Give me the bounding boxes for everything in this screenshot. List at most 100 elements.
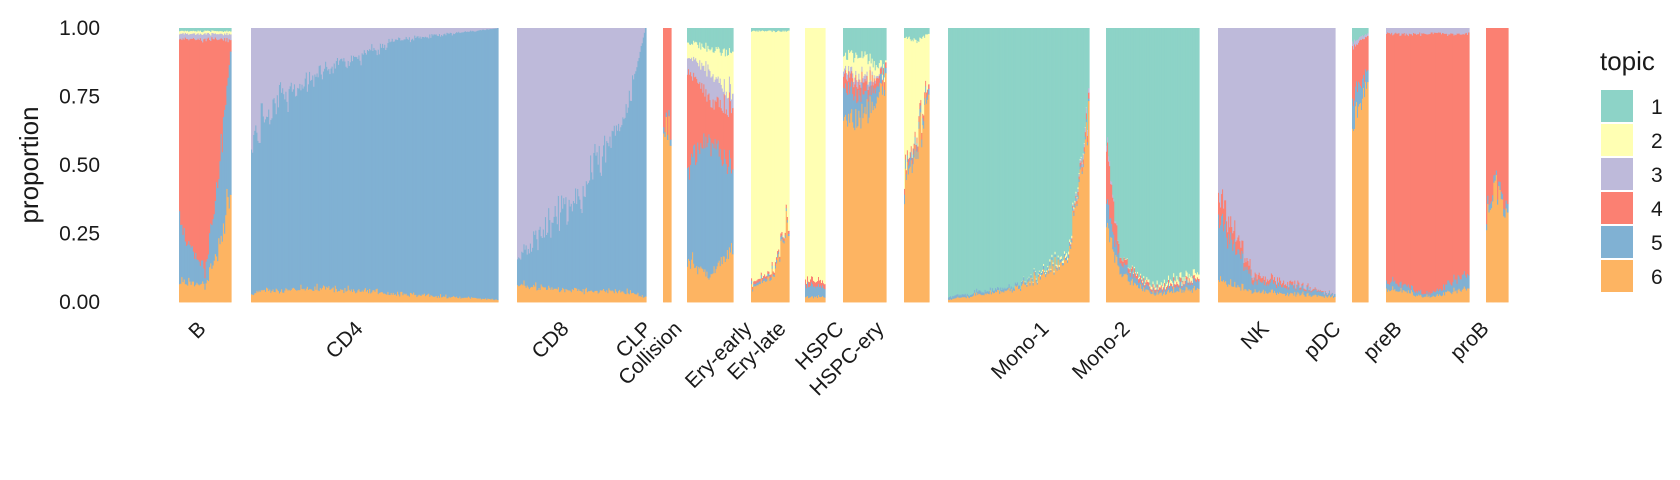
bar-segment-topic-5 — [1437, 290, 1440, 296]
bar-segment-topic-2 — [927, 33, 929, 90]
bar-segment-topic-1 — [865, 28, 868, 56]
bar-segment-topic-5 — [777, 253, 779, 258]
bar-segment-topic-5 — [577, 188, 579, 292]
bar-segment-topic-4 — [866, 75, 869, 85]
bar-segment-topic-5 — [591, 171, 593, 291]
bar-segment-topic-6 — [1443, 292, 1445, 303]
bar-segment-topic-4 — [843, 76, 845, 88]
bar-segment-topic-6 — [871, 101, 874, 303]
bar-segment-topic-5 — [705, 136, 708, 277]
bar-segment-topic-6 — [1313, 295, 1316, 303]
bar-segment-topic-2 — [1197, 274, 1200, 279]
bar-segment-topic-1 — [1150, 28, 1153, 287]
bar-segment-topic-5 — [767, 273, 769, 277]
bar-segment-topic-5 — [1448, 280, 1450, 292]
bar-segment-topic-6 — [543, 287, 546, 303]
bar-segment-topic-6 — [959, 297, 962, 303]
bar-segment-topic-3 — [1234, 28, 1236, 221]
bar-segment-topic-3 — [1074, 201, 1077, 204]
bar-segment-topic-5 — [986, 290, 989, 294]
bar-segment-topic-6 — [916, 151, 919, 303]
bar-segment-topic-6 — [492, 299, 495, 303]
bar-segment-topic-3 — [1231, 28, 1233, 228]
bar-segment-topic-6 — [759, 283, 762, 303]
bar-segment-topic-3 — [1365, 33, 1367, 38]
bar-segment-topic-3 — [557, 28, 560, 196]
bar-segment-topic-5 — [1016, 282, 1019, 286]
bar-segment-topic-6 — [190, 284, 193, 303]
bar-segment-topic-6 — [948, 299, 950, 303]
bar-segment-topic-5 — [1266, 283, 1269, 294]
bar-segment-topic-4 — [787, 230, 790, 234]
bar-segment-topic-6 — [1304, 296, 1307, 303]
bar-segment-topic-5 — [770, 276, 773, 280]
bar-segment-topic-3 — [1395, 28, 1397, 33]
bar-segment-topic-5 — [779, 258, 781, 262]
bar-segment-topic-5 — [1168, 283, 1170, 290]
bar-segment-topic-5 — [762, 278, 765, 282]
bar-segment-topic-6 — [1261, 291, 1264, 303]
bar-segment-topic-2 — [869, 53, 872, 67]
bar-segment-topic-5 — [517, 258, 519, 286]
bar-segment-topic-6 — [970, 296, 973, 303]
bar-segment-topic-5 — [542, 229, 545, 288]
bar-segment-topic-3 — [385, 28, 387, 51]
bar-segment-topic-4 — [1304, 288, 1307, 292]
bar-segment-topic-5 — [983, 292, 986, 296]
bar-segment-topic-2 — [915, 39, 918, 145]
bar-segment-topic-5 — [474, 31, 477, 298]
bar-segment-topic-3 — [1283, 28, 1285, 281]
bar-segment-topic-6 — [853, 127, 855, 303]
bar-segment-topic-5 — [1137, 277, 1139, 285]
bar-segment-topic-4 — [1460, 34, 1463, 280]
bar-segment-topic-3 — [879, 67, 882, 69]
bar-segment-topic-4 — [1125, 259, 1128, 266]
bar-segment-topic-5 — [1459, 279, 1462, 291]
bar-segment-topic-6 — [1322, 296, 1325, 303]
bar-segment-topic-6 — [1235, 286, 1237, 303]
bar-segment-topic-4 — [1463, 34, 1466, 272]
bar-segment-topic-6 — [351, 291, 354, 303]
bar-segment-topic-6 — [482, 298, 485, 303]
legend-label: 2 — [1651, 130, 1663, 153]
bar-segment-topic-5 — [818, 283, 820, 296]
bar-segment-topic-3 — [324, 28, 326, 69]
bar-segment-topic-6 — [1395, 290, 1397, 303]
bar-segment-topic-2 — [860, 57, 863, 83]
bar-segment-topic-6 — [703, 271, 705, 303]
bar-segment-topic-1 — [909, 28, 912, 40]
bar-segment-topic-6 — [1424, 296, 1427, 303]
bar-segment-topic-4 — [1185, 275, 1188, 280]
bar-segment-topic-3 — [564, 28, 566, 205]
bar-segment-topic-3 — [319, 28, 322, 66]
bar-segment-topic-2 — [1156, 280, 1159, 285]
bar-segment-topic-1 — [976, 28, 978, 289]
bar-segment-topic-5 — [527, 248, 530, 288]
bar-segment-topic-5 — [1189, 284, 1192, 292]
bar-segment-topic-4 — [783, 237, 786, 242]
bar-segment-topic-6 — [1187, 289, 1190, 303]
bar-segment-topic-5 — [1294, 283, 1296, 292]
bar-segment-topic-6 — [1274, 292, 1277, 303]
bar-segment-topic-1 — [876, 28, 879, 68]
bar-segment-topic-1 — [1182, 28, 1185, 277]
bar-segment-topic-6 — [1299, 295, 1302, 303]
bar-segment-topic-5 — [551, 222, 554, 288]
bar-segment-topic-6 — [282, 292, 284, 303]
bar-segment-topic-3 — [1296, 28, 1298, 285]
bar-segment-topic-6 — [771, 268, 774, 303]
bar-segment-topic-2 — [767, 30, 769, 272]
bar-segment-topic-6 — [694, 267, 696, 303]
bar-segment-topic-3 — [1412, 28, 1415, 34]
bar-segment-topic-4 — [228, 39, 231, 66]
bar-segment-topic-6 — [456, 296, 458, 303]
bar-segment-topic-3 — [288, 28, 291, 90]
group-panel-CLP — [663, 28, 672, 303]
bar-segment-topic-6 — [1138, 287, 1140, 303]
bar-segment-topic-4 — [1280, 280, 1282, 285]
bar-segment-topic-3 — [1222, 28, 1224, 190]
bar-segment-topic-6 — [768, 275, 771, 303]
bar-segment-topic-6 — [496, 299, 499, 303]
bar-segment-topic-5 — [1183, 285, 1186, 293]
bar-segment-topic-3 — [427, 28, 429, 38]
